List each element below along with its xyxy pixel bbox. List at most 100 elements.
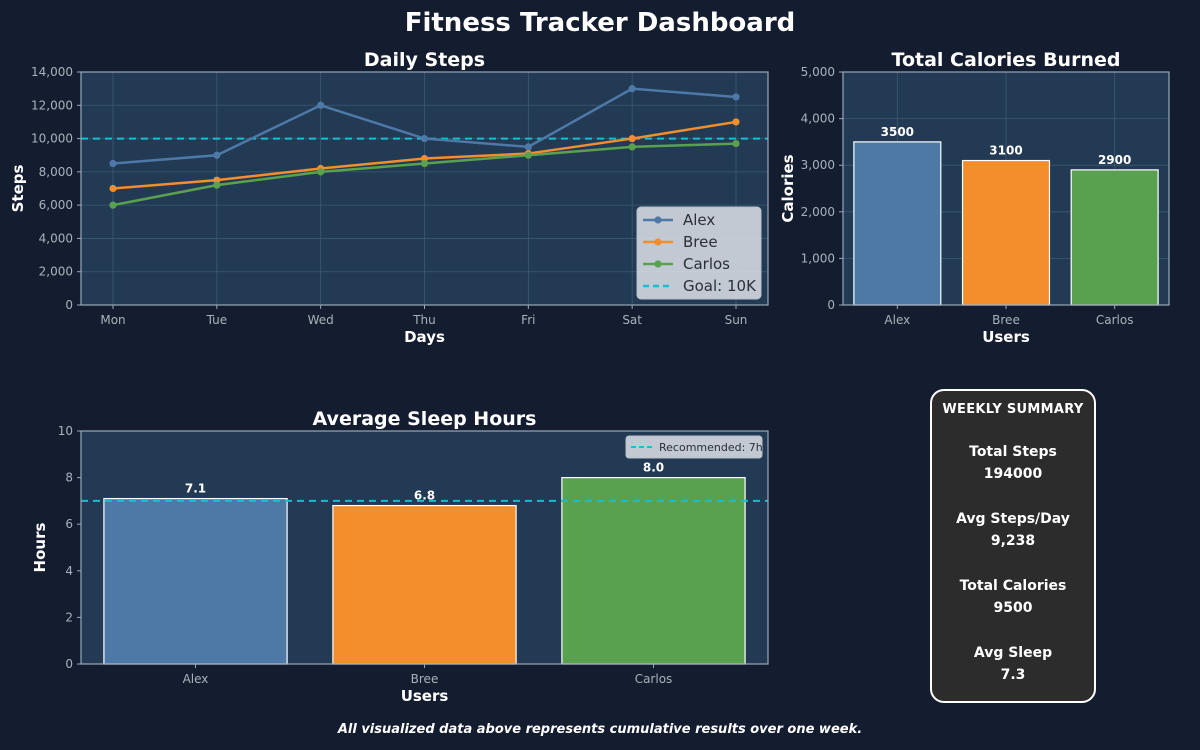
footer-note: All visualized data above represents cum… [337,722,863,737]
data-point [317,168,325,176]
x-tick-label: Wed [308,313,334,327]
summary-avg-sleep: Avg Sleep 7.3 [932,643,1094,685]
bar-value-label: 3100 [989,144,1022,158]
x-tick-label: Bree [992,313,1020,327]
x-tick-label: Alex [183,672,209,686]
x-axis-title: Users [401,687,449,705]
data-point [109,159,117,168]
bar-alex [853,141,942,306]
y-tick-label: 2,000 [39,265,73,279]
legend-marker [654,216,662,224]
y-tick-label: 0 [65,657,73,671]
summary-value: 194000 [983,466,1043,482]
y-axis-title: Steps [9,165,27,213]
bar-value-label: 3500 [881,125,914,139]
plot-frame [842,71,1170,306]
bar-bree [332,504,517,665]
data-point [524,151,532,159]
x-axis-title: Users [982,328,1030,346]
legend-label: Alex [683,211,715,229]
y-tick-label: 8 [65,471,73,485]
data-point [628,85,636,93]
bar-value-label: 6.8 [414,489,435,503]
y-tick-label: 14,000 [31,65,73,79]
chart-title: Daily Steps [364,49,485,71]
bar-carlos [561,477,746,665]
y-tick-label: 10 [58,424,73,438]
data-point [732,118,740,126]
bar-value-label: 7.1 [185,482,206,496]
legend-marker [654,238,662,246]
x-tick-label: Thu [412,313,436,327]
legend-label: Goal: 10K [683,277,757,295]
y-tick-label: 6 [65,517,73,531]
y-tick-label: 1,000 [801,251,835,265]
x-tick-label: Alex [884,313,910,327]
data-point [420,154,429,163]
y-tick-label: 8,000 [39,165,73,179]
bar-alex [103,497,288,665]
y-tick-label: 2,000 [801,205,835,219]
chart-title: Total Calories Burned [892,49,1121,71]
summary-value: 9,238 [990,533,1036,549]
summary-label: Total Steps [969,444,1057,460]
x-tick-label: Carlos [635,672,673,686]
data-point [109,184,117,193]
data-point [732,139,740,148]
plot-frame [80,71,769,306]
weekly-summary-panel: WEEKLY SUMMARY Total Steps 194000 Avg St… [930,389,1096,703]
x-tick-label: Sat [622,313,642,327]
bar-carlos [1070,169,1159,306]
bar-value-label: 2900 [1098,153,1131,167]
summary-label: Avg Steps/Day [956,511,1070,527]
legend-label: Carlos [683,255,730,273]
legend-label: Bree [683,233,718,251]
data-point [317,101,325,109]
summary-total-steps: Total Steps 194000 [932,442,1094,484]
data-point [420,159,429,168]
dashboard-title: Fitness Tracker Dashboard [404,8,796,38]
x-tick-label: Tue [206,313,228,327]
y-axis-title: Calories [779,154,797,222]
plot-frame [80,430,769,665]
summary-total-calories: Total Calories 9500 [932,576,1094,618]
legend-box [625,435,763,459]
x-tick-label: Sun [725,313,748,327]
summary-label: Total Calories [959,578,1067,594]
data-point [420,134,429,143]
y-tick-label: 4,000 [39,231,73,245]
y-tick-label: 12,000 [31,98,73,112]
y-tick-label: 4 [65,564,73,578]
y-tick-label: 5,000 [801,65,835,79]
summary-avg-steps: Avg Steps/Day 9,238 [932,509,1094,551]
summary-label: Avg Sleep [973,645,1053,661]
x-tick-label: Mon [100,313,125,327]
data-point [524,143,532,151]
y-tick-label: 0 [65,298,73,312]
legend-box [636,206,762,300]
x-tick-label: Carlos [1096,313,1134,327]
data-point [213,181,221,189]
data-point [732,93,740,101]
y-tick-label: 2 [65,610,73,624]
y-axis-title: Hours [31,523,49,573]
data-point [213,151,221,159]
legend-marker [654,260,662,268]
bar-value-label: 8.0 [643,461,664,475]
summary-value: 7.3 [1000,667,1026,683]
chart-title: Average Sleep Hours [313,408,537,430]
legend: Recommended: 7h [625,435,763,459]
x-axis-title: Days [404,328,445,346]
bar-bree [961,159,1051,306]
legend-label: Recommended: 7h [659,441,763,454]
summary-value: 9500 [993,600,1033,616]
y-tick-label: 10,000 [31,132,73,146]
y-tick-label: 3,000 [801,158,835,172]
data-point [628,134,636,143]
data-point [628,143,636,151]
summary-heading: WEEKLY SUMMARY [942,402,1084,417]
y-tick-label: 0 [827,298,835,312]
